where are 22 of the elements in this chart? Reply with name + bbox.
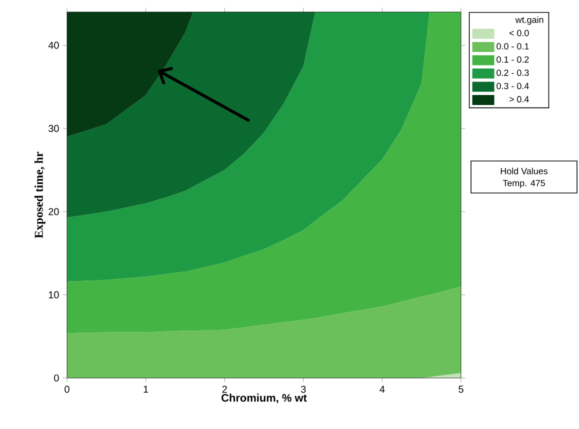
x-tick-label: 1: [144, 386, 148, 393]
legend-title: wt.gain: [515, 16, 544, 25]
legend-label: > 0.4: [509, 96, 529, 102]
text: Hold Values: [500, 168, 548, 174]
y-axis-title: Exposed time, hr: [34, 152, 46, 238]
x-tick-label: 4: [380, 386, 385, 393]
x-tick-label: 2: [222, 386, 227, 393]
x-tick-label: 3: [301, 386, 306, 393]
x-tick-label: 5: [458, 386, 464, 393]
x-tick-label: 0: [64, 386, 70, 393]
y-tick-label: 30: [48, 124, 59, 132]
y-tick-label: 0: [54, 374, 59, 382]
legend-label: < 0.0: [509, 30, 529, 36]
legend-label: 0.0 - 0.1: [496, 43, 529, 50]
text: Temp. 475: [502, 180, 545, 188]
legend-label: 0.1 - 0.2: [496, 56, 529, 63]
y-tick-label: 20: [48, 208, 59, 216]
x-axis-title: Chromium, % wt: [222, 394, 307, 404]
legend-label: 0.2 - 0.3: [496, 70, 529, 76]
y-tick-label: 10: [48, 291, 59, 298]
y-tick-label: 40: [48, 42, 59, 49]
legend-label: 0.3 - 0.4: [496, 82, 529, 90]
